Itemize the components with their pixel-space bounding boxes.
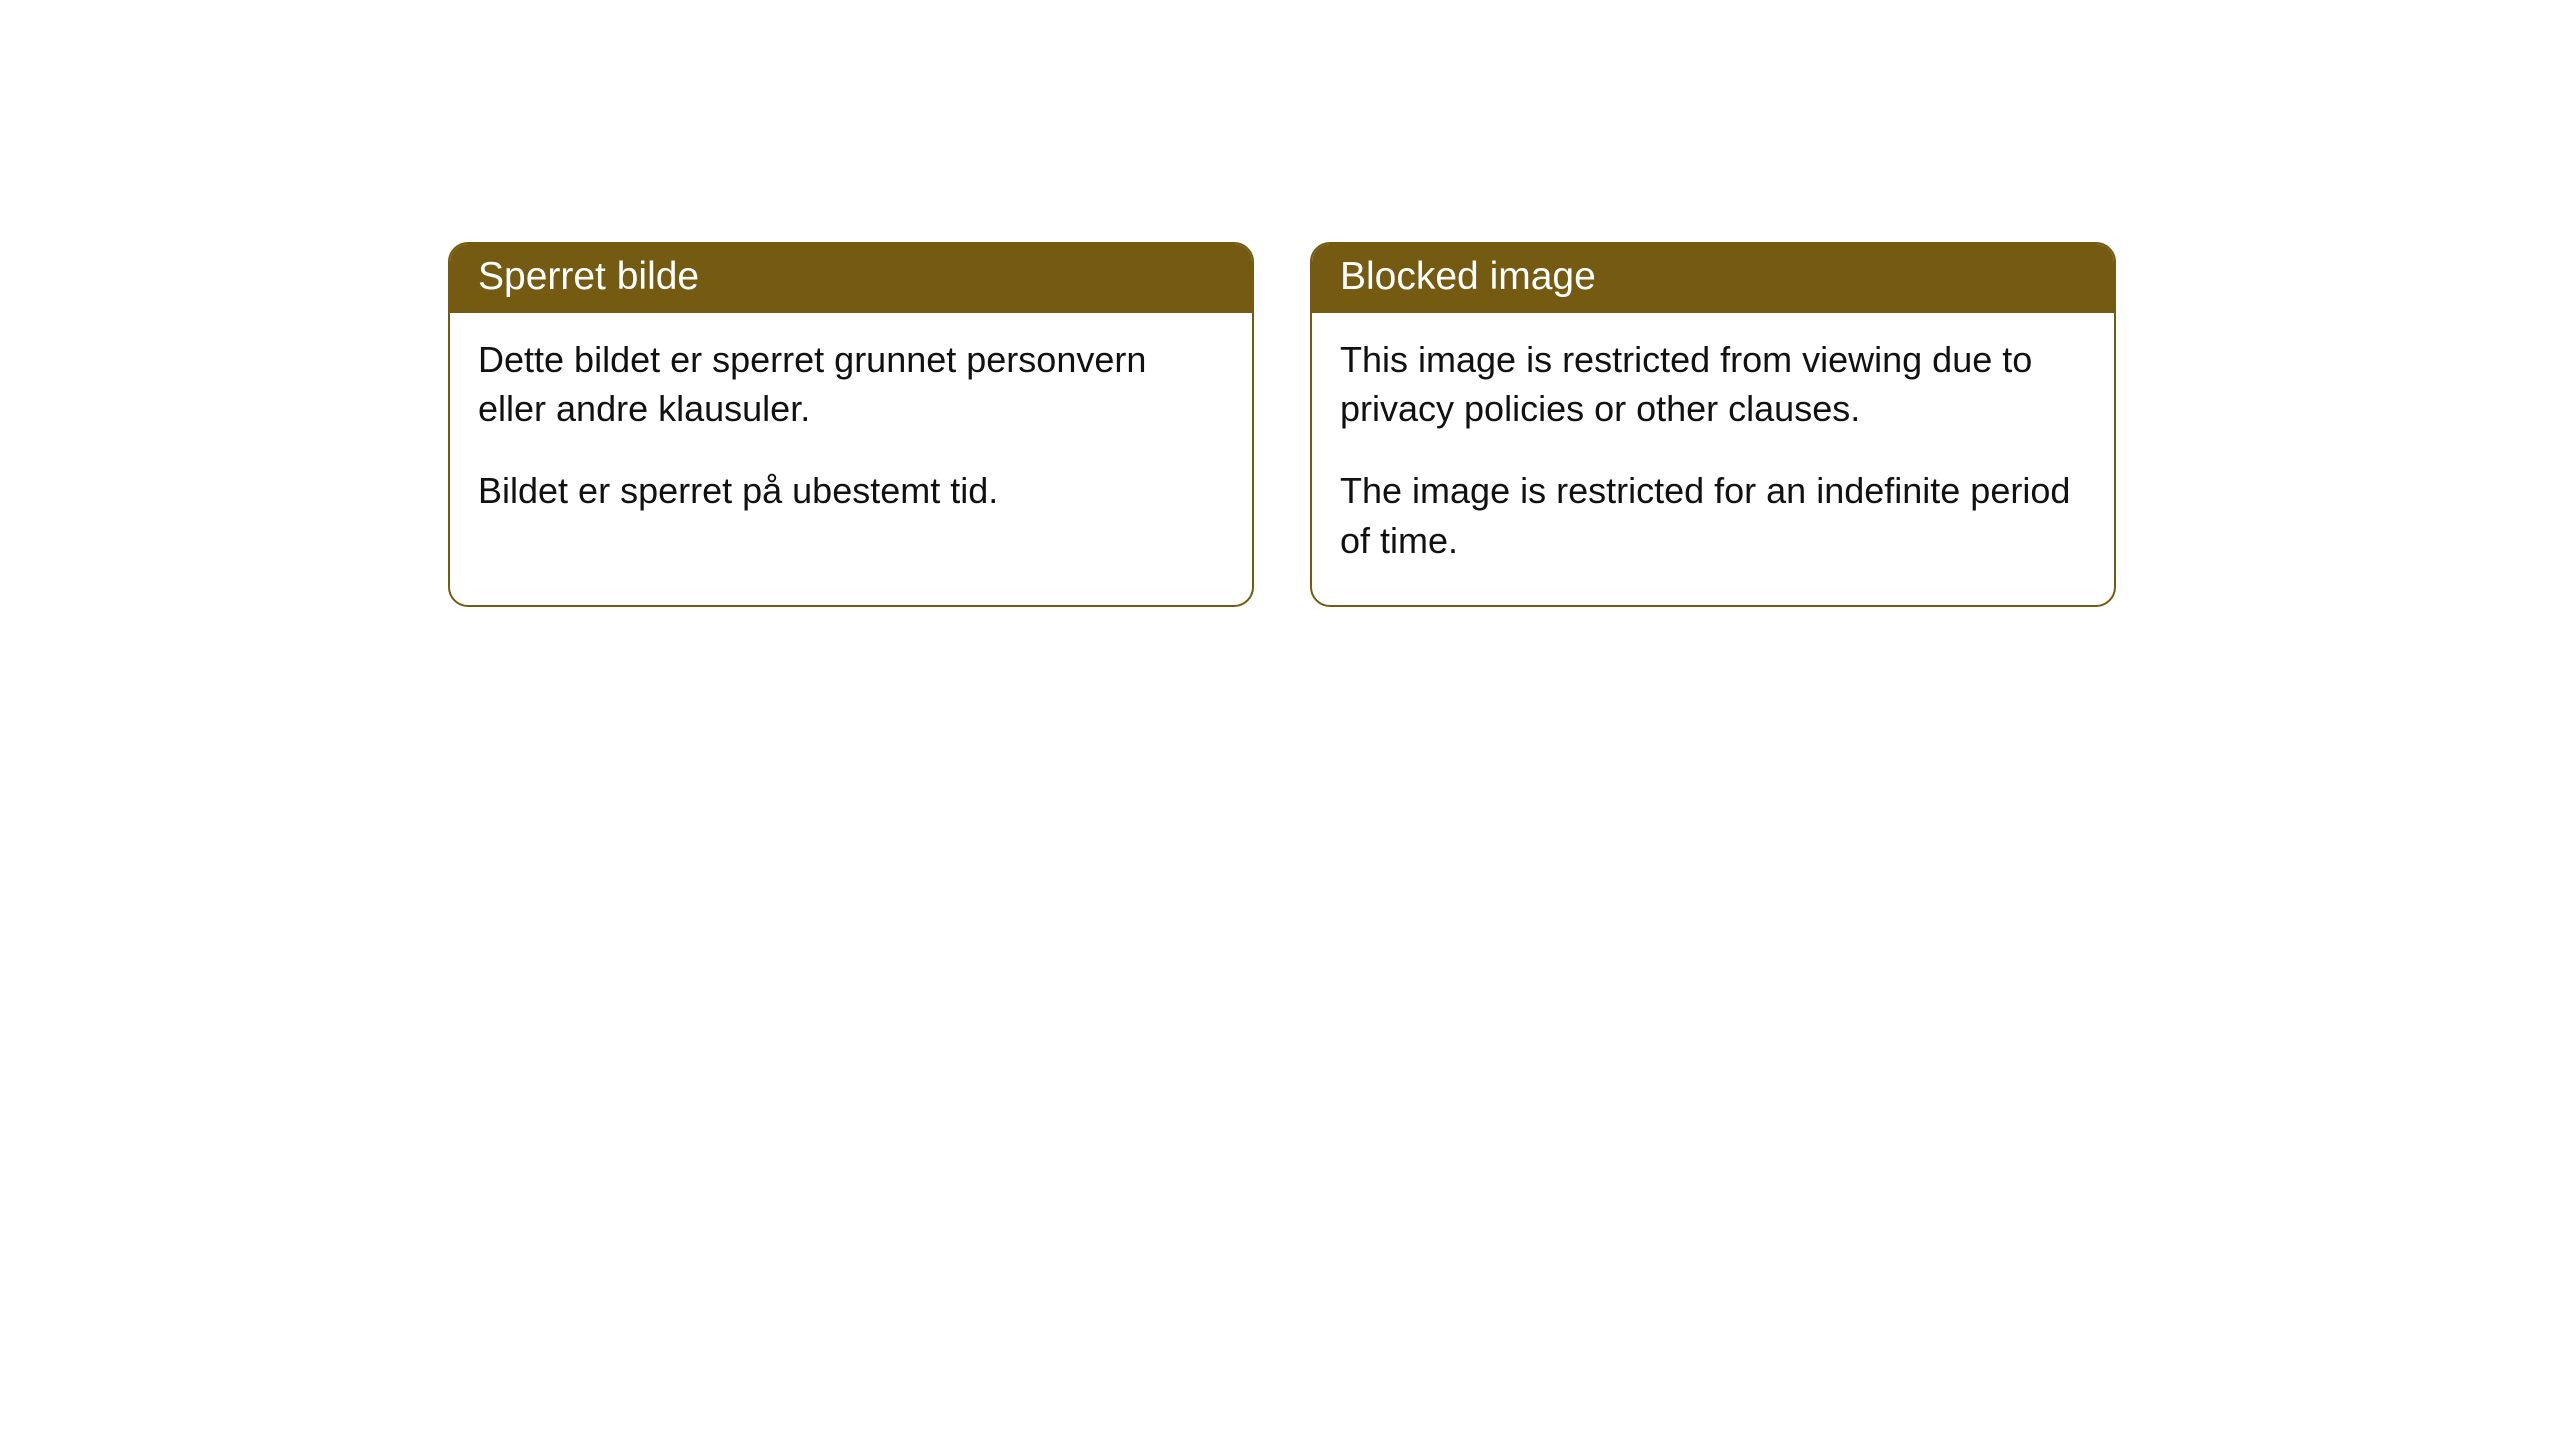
- notice-header-norwegian: Sperret bilde: [450, 244, 1252, 313]
- notice-header-english: Blocked image: [1312, 244, 2114, 313]
- notice-paragraph: Bildet er sperret på ubestemt tid.: [478, 466, 1224, 516]
- notice-body-english: This image is restricted from viewing du…: [1312, 313, 2114, 606]
- notice-card-english: Blocked image This image is restricted f…: [1310, 242, 2116, 607]
- notice-container: Sperret bilde Dette bildet er sperret gr…: [448, 242, 2116, 607]
- notice-paragraph: This image is restricted from viewing du…: [1340, 335, 2086, 434]
- notice-card-norwegian: Sperret bilde Dette bildet er sperret gr…: [448, 242, 1254, 607]
- notice-body-norwegian: Dette bildet er sperret grunnet personve…: [450, 313, 1252, 556]
- notice-paragraph: The image is restricted for an indefinit…: [1340, 466, 2086, 565]
- notice-paragraph: Dette bildet er sperret grunnet personve…: [478, 335, 1224, 434]
